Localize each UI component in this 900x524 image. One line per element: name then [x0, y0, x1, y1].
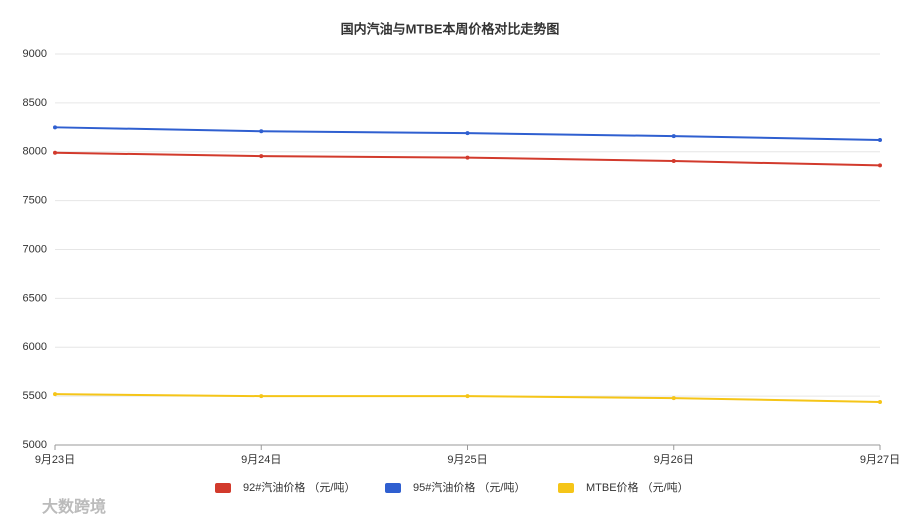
data-point	[465, 394, 470, 399]
legend-swatch	[215, 483, 231, 493]
x-tick-label: 9月26日	[654, 454, 694, 466]
y-tick-label: 5500	[23, 390, 47, 402]
data-point	[878, 138, 882, 143]
y-tick-label: 8500	[23, 97, 47, 109]
chart-title: 国内汽油与MTBE本周价格对比走势图	[341, 21, 560, 36]
data-point	[465, 155, 470, 160]
legend-label: 95#汽油价格 （元/吨）	[413, 480, 525, 494]
legend-swatch	[385, 483, 401, 493]
y-tick-label: 6500	[23, 292, 47, 304]
data-point	[465, 131, 470, 136]
data-point	[53, 150, 57, 155]
y-tick-label: 8000	[23, 146, 47, 158]
data-point	[259, 129, 264, 134]
y-tick-label: 7500	[23, 195, 47, 207]
legend-swatch	[558, 483, 574, 493]
legend-label: 92#汽油价格 （元/吨）	[243, 480, 355, 494]
data-point	[878, 399, 882, 404]
y-tick-label: 9000	[23, 48, 47, 60]
data-point	[671, 159, 676, 164]
data-point	[671, 134, 676, 139]
data-point	[259, 394, 264, 399]
x-tick-label: 9月27日	[860, 454, 900, 466]
y-tick-label: 6000	[23, 341, 47, 353]
x-tick-label: 9月24日	[241, 454, 281, 466]
legend-label: MTBE价格 （元/吨）	[586, 480, 689, 494]
data-point	[259, 154, 264, 159]
data-point	[671, 396, 676, 401]
data-point	[53, 392, 57, 397]
y-tick-label: 7000	[23, 243, 47, 255]
data-point	[878, 163, 882, 168]
data-point	[53, 125, 57, 130]
x-tick-label: 9月23日	[35, 454, 75, 466]
x-tick-label: 9月25日	[447, 454, 487, 466]
y-tick-label: 5000	[23, 439, 47, 451]
watermark: 大数跨境	[42, 497, 106, 516]
